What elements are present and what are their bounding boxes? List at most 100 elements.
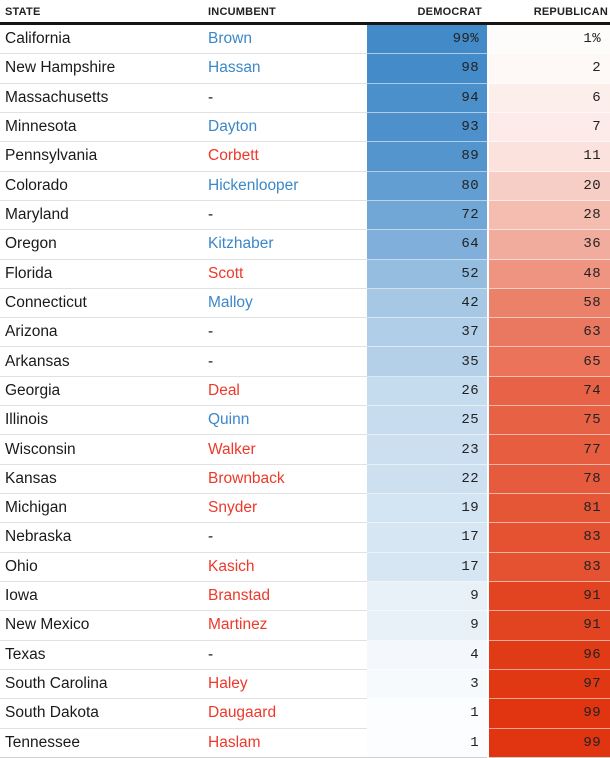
table-row: Pennsylvania Corbett 89 11 <box>0 142 610 172</box>
state-cell: Florida <box>0 260 208 289</box>
democrat-cell: 23 <box>367 435 487 465</box>
democrat-cell: 64 <box>367 230 487 260</box>
table-row: California Brown 99% 1% <box>0 25 610 55</box>
state-cell: Minnesota <box>0 113 208 143</box>
incumbent-cell: Martinez <box>208 611 367 641</box>
table-row: Iowa Branstad 9 91 <box>0 581 610 612</box>
democrat-cell: 89 <box>367 142 487 172</box>
republican-cell: 91 <box>489 581 610 612</box>
democrat-cell: 1 <box>367 699 487 729</box>
incumbent-cell: Quinn <box>208 406 367 436</box>
incumbent-cell: - <box>208 201 367 231</box>
incumbent-cell: Dayton <box>208 113 367 143</box>
incumbent-cell: Scott <box>208 260 367 289</box>
democrat-cell: 52 <box>367 259 487 289</box>
incumbent-cell: Walker <box>208 435 367 465</box>
incumbent-cell: Corbett <box>208 142 367 172</box>
democrat-cell: 26 <box>367 376 487 407</box>
democrat-cell: 93 <box>367 112 487 143</box>
table-row: Minnesota Dayton 93 7 <box>0 112 610 143</box>
democrat-cell: 80 <box>367 171 487 201</box>
state-cell: Kansas <box>0 465 208 494</box>
democrat-cell: 3 <box>367 669 487 700</box>
state-cell: Nebraska <box>0 523 208 553</box>
state-cell: Wisconsin <box>0 435 208 465</box>
state-cell: Iowa <box>0 582 208 612</box>
incumbent-cell: Hassan <box>208 54 367 84</box>
democrat-cell: 94 <box>367 83 487 113</box>
democrat-cell: 9 <box>367 611 487 641</box>
column-header-incumbent: INCUMBENT <box>208 6 276 18</box>
state-cell: Tennessee <box>0 729 208 758</box>
incumbent-cell: - <box>208 641 367 670</box>
republican-cell: 20 <box>489 171 610 201</box>
column-header-democrat: DEMOCRAT <box>417 6 482 18</box>
incumbent-cell: - <box>208 523 367 553</box>
state-cell: California <box>0 25 208 55</box>
incumbent-cell: Branstad <box>208 582 367 612</box>
state-cell: Massachusetts <box>0 84 208 113</box>
republican-cell: 6 <box>489 83 610 113</box>
table-row: Georgia Deal 26 74 <box>0 376 610 407</box>
table-body: California Brown 99% 1% New Hampshire Ha… <box>0 25 610 758</box>
table-row: New Mexico Martinez 9 91 <box>0 611 610 641</box>
republican-cell: 78 <box>489 464 610 494</box>
republican-cell: 2 <box>489 54 610 84</box>
republican-cell: 83 <box>489 523 610 553</box>
republican-cell: 7 <box>489 112 610 143</box>
table-row: Arizona - 37 63 <box>0 318 610 348</box>
incumbent-cell: Daugaard <box>208 699 367 729</box>
state-cell: Ohio <box>0 553 208 582</box>
table-row: Connecticut Malloy 42 58 <box>0 288 610 319</box>
state-cell: Connecticut <box>0 289 208 319</box>
republican-cell: 58 <box>489 288 610 319</box>
table-row: New Hampshire Hassan 98 2 <box>0 54 610 84</box>
democrat-cell: 35 <box>367 347 487 377</box>
column-header-state: STATE <box>5 6 41 18</box>
state-cell: New Mexico <box>0 611 208 641</box>
incumbent-cell: - <box>208 318 367 348</box>
republican-cell: 1% <box>489 25 610 55</box>
democrat-cell: 42 <box>367 288 487 319</box>
state-cell: South Dakota <box>0 699 208 729</box>
table-row: Wisconsin Walker 23 77 <box>0 435 610 465</box>
incumbent-cell: Brownback <box>208 465 367 494</box>
state-cell: Illinois <box>0 406 208 436</box>
incumbent-cell: - <box>208 84 367 113</box>
republican-cell: 99 <box>489 728 610 758</box>
table-row: Tennessee Haslam 1 99 <box>0 728 610 758</box>
table-row: Nebraska - 17 83 <box>0 523 610 553</box>
state-cell: South Carolina <box>0 670 208 700</box>
table-row: Michigan Snyder 19 81 <box>0 494 610 524</box>
table-header-row: STATE INCUMBENT DEMOCRAT REPUBLICAN <box>0 0 610 25</box>
incumbent-cell: Snyder <box>208 494 367 524</box>
republican-cell: 81 <box>489 494 610 524</box>
table-row: Maryland - 72 28 <box>0 200 610 231</box>
incumbent-cell: - <box>208 347 367 377</box>
republican-cell: 48 <box>489 259 610 289</box>
incumbent-cell: Kitzhaber <box>208 230 367 260</box>
incumbent-cell: Kasich <box>208 553 367 582</box>
state-cell: Oregon <box>0 230 208 260</box>
republican-cell: 99 <box>489 699 610 729</box>
incumbent-cell: Haslam <box>208 729 367 758</box>
column-header-republican: REPUBLICAN <box>533 6 608 18</box>
democrat-cell: 17 <box>367 523 487 553</box>
table-row: Florida Scott 52 48 <box>0 259 610 289</box>
republican-cell: 74 <box>489 376 610 407</box>
table-row: Kansas Brownback 22 78 <box>0 464 610 494</box>
state-cell: Arkansas <box>0 347 208 377</box>
table-row: Ohio Kasich 17 83 <box>0 552 610 582</box>
democrat-cell: 72 <box>367 200 487 231</box>
state-cell: Michigan <box>0 494 208 524</box>
table-row: Oregon Kitzhaber 64 36 <box>0 230 610 260</box>
republican-cell: 75 <box>489 406 610 436</box>
state-cell: Colorado <box>0 172 208 201</box>
republican-cell: 63 <box>489 318 610 348</box>
incumbent-cell: Hickenlooper <box>208 172 367 201</box>
state-cell: Pennsylvania <box>0 142 208 172</box>
republican-cell: 28 <box>489 200 610 231</box>
democrat-cell: 4 <box>367 640 487 670</box>
state-cell: Arizona <box>0 318 208 348</box>
state-cell: Maryland <box>0 201 208 231</box>
